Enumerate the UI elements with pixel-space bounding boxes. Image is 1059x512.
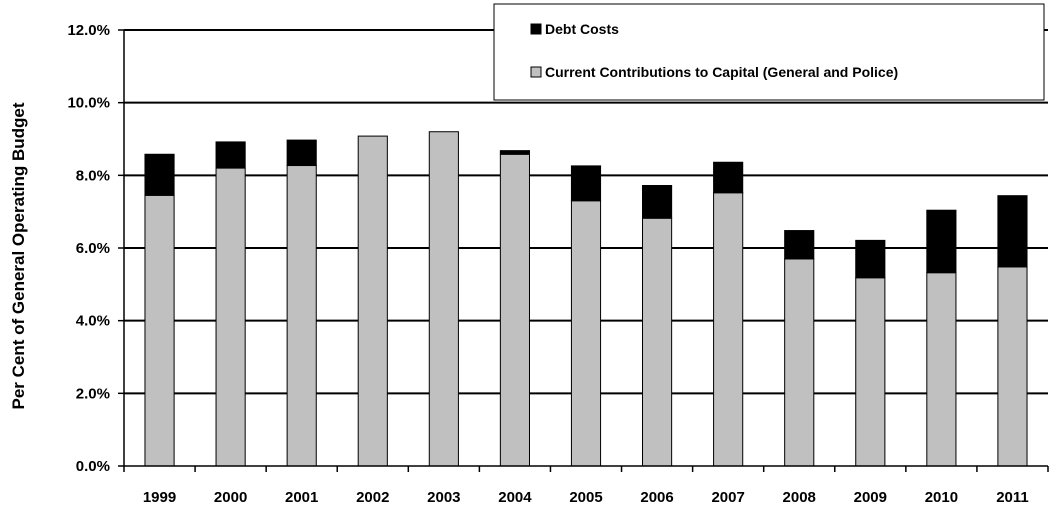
- bar-debt-costs: [499, 150, 530, 155]
- y-tick-label: 8.0%: [76, 167, 110, 184]
- x-tick-label: 2004: [498, 489, 532, 506]
- bar-debt-costs: [570, 165, 602, 202]
- x-tick-label: 2010: [925, 489, 958, 506]
- x-tick-label: 2011: [996, 489, 1029, 506]
- bar-debt-costs: [997, 195, 1028, 268]
- bar-debt-costs: [926, 209, 957, 274]
- y-tick-label: 4.0%: [76, 313, 110, 330]
- bar-current-contributions: [997, 266, 1028, 467]
- x-tick-label: 1999: [143, 489, 176, 506]
- y-tick-label: 12.0%: [67, 22, 110, 39]
- bar-debt-costs: [713, 161, 744, 194]
- bar-current-contributions: [713, 192, 744, 467]
- bar-current-contributions: [215, 167, 246, 467]
- bar-current-contributions: [428, 131, 459, 467]
- bar-current-contributions: [144, 194, 175, 467]
- x-tick-label: 2003: [427, 489, 460, 506]
- bars: [144, 131, 1028, 467]
- bar-debt-costs: [784, 230, 815, 260]
- bar-debt-costs: [215, 141, 246, 169]
- legend-box: [493, 3, 1045, 101]
- bar-debt-costs: [286, 139, 317, 167]
- legend-label-debt-costs: Debt Costs: [545, 21, 619, 37]
- x-tick-label: 2002: [356, 489, 389, 506]
- y-tick-label: 6.0%: [76, 240, 110, 257]
- x-tick-labels: 1999 2000 2001 2002 2003 2004 2005 2006 2007 2008…: [143, 489, 1029, 506]
- bar-current-contributions: [784, 258, 815, 467]
- x-tick-label: 2009: [854, 489, 887, 506]
- axes: [118, 29, 1049, 472]
- legend: Debt Costs Current Contributions to Capi…: [493, 3, 1045, 101]
- bar-debt-costs: [855, 239, 886, 279]
- legend-label-current-contributions: Current Contributions to Capital (Genera…: [545, 64, 898, 80]
- y-tick-label: 0.0%: [76, 458, 110, 475]
- y-axis-label: Per Cent of General Operating Budget: [9, 102, 28, 409]
- bar-current-contributions: [286, 165, 317, 467]
- bar-current-contributions: [499, 153, 530, 467]
- x-tick-label: 2007: [711, 489, 744, 506]
- bar-current-contributions: [926, 272, 957, 467]
- x-tick-label: 2008: [783, 489, 816, 506]
- y-tick-label: 10.0%: [67, 95, 110, 112]
- x-tick-label: 2006: [640, 489, 673, 506]
- legend-swatch-current-contributions: [530, 66, 542, 78]
- x-tick-label: 2005: [569, 489, 602, 506]
- x-tick-label: 2000: [214, 489, 247, 506]
- bar-current-contributions: [357, 135, 388, 467]
- y-tick-label: 2.0%: [76, 385, 110, 402]
- legend-swatch-debt-costs: [530, 23, 542, 35]
- bar-current-contributions: [570, 200, 602, 467]
- bar-current-contributions: [855, 277, 886, 467]
- bar-current-contributions: [642, 217, 673, 467]
- bar-debt-costs: [642, 185, 673, 219]
- bar-debt-costs: [144, 153, 175, 196]
- y-tick-labels: 0.0% 2.0% 4.0% 6.0% 8.0% 10.0% 12.0%: [67, 22, 110, 475]
- x-tick-label: 2001: [285, 489, 318, 506]
